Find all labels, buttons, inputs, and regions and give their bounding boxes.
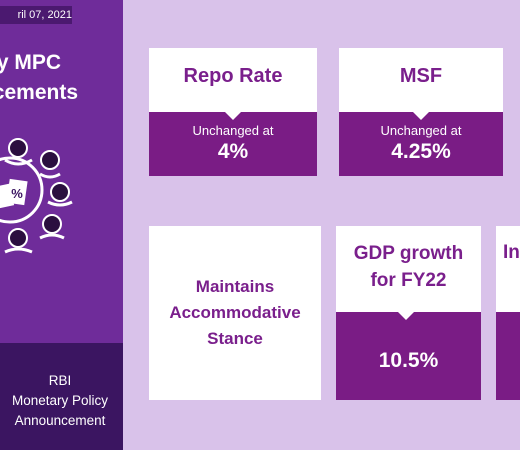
gdp-title: GDP growth for FY22: [336, 226, 481, 294]
msf-card: MSF Unchanged at 4.25%: [339, 48, 503, 176]
gdp-value: 10.5%: [378, 349, 439, 372]
sidebar-title-line1: y MPC: [0, 51, 62, 74]
gdp-title-line1: GDP growth: [353, 243, 464, 264]
repo-rate-panel: Unchanged at 4%: [149, 112, 317, 176]
meeting-table-icon: %: [0, 138, 73, 254]
repo-rate-notch: [225, 112, 241, 120]
repo-rate-caption: Unchanged at: [192, 123, 274, 138]
repo-rate-title: Repo Rate: [183, 65, 283, 87]
percent-symbol: %: [11, 186, 23, 201]
partial-card-panel: [496, 312, 520, 400]
repo-rate-value: 4%: [217, 140, 249, 163]
stance-line2: Accommodative: [169, 303, 301, 322]
stance-line1: Maintains: [195, 277, 275, 296]
sidebar-footer: RBI Monetary Policy Announcement: [0, 343, 123, 450]
sidebar-title-line2: ncements: [0, 81, 79, 104]
sidebar-title: y MPC ncements: [0, 48, 118, 108]
msf-notch: [413, 112, 429, 120]
stance-text: Maintains Accommodative Stance: [149, 226, 321, 352]
sidebar: ril 07, 2021 y MPC ncements % RBI: [0, 0, 123, 450]
partial-card: In: [496, 226, 520, 400]
msf-panel: Unchanged at 4.25%: [339, 112, 503, 176]
footer-line3: Announcement: [14, 413, 106, 428]
gdp-notch: [398, 312, 414, 320]
date-tag: ril 07, 2021: [0, 6, 72, 24]
stance-card: Maintains Accommodative Stance: [149, 226, 321, 400]
gdp-title-line2: for FY22: [370, 270, 447, 291]
msf-value: 4.25%: [391, 140, 451, 163]
footer-text: RBI Monetary Policy Announcement: [0, 371, 123, 431]
stance-line3: Stance: [207, 329, 263, 348]
msf-caption: Unchanged at: [380, 123, 462, 138]
footer-line1: RBI: [48, 373, 72, 388]
gdp-card: GDP growth for FY22 10.5%: [336, 226, 481, 400]
msf-title: MSF: [399, 65, 443, 87]
gdp-panel: 10.5%: [336, 312, 481, 400]
repo-rate-card: Repo Rate Unchanged at 4%: [149, 48, 317, 176]
footer-line2: Monetary Policy: [11, 393, 109, 408]
partial-card-title: In: [503, 242, 520, 263]
